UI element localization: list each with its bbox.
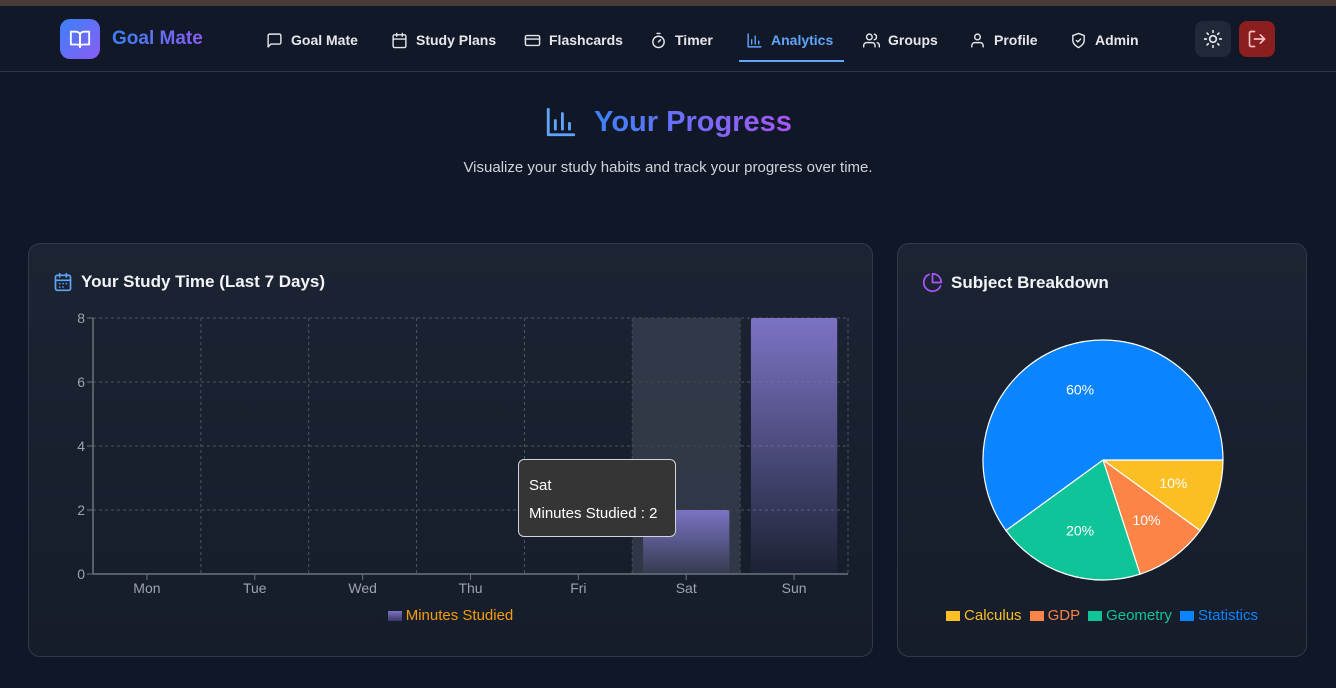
- y-tick-label: 6: [77, 374, 85, 390]
- page-header: Your Progress Visualize your study habit…: [0, 102, 1336, 180]
- window-top-strip: [0, 0, 1336, 6]
- legend-label: GDP: [1047, 607, 1081, 624]
- calendar-days-icon: [54, 272, 72, 292]
- nav-item-study-plans[interactable]: Study Plans: [391, 24, 496, 56]
- nav-item-label: Admin: [1095, 32, 1139, 48]
- nav-item-goal-mate[interactable]: Goal Mate: [266, 24, 358, 56]
- bar-chart-legend: Minutes Studied: [29, 607, 872, 624]
- pie-chart-legend: Calculus GDP Geometry Statistics: [898, 607, 1306, 624]
- bar-chart-icon: [546, 107, 576, 137]
- legend-label: Statistics: [1197, 607, 1258, 624]
- legend-item-statistics[interactable]: Statistics: [1179, 607, 1258, 624]
- pie-slice: [1005, 459, 1141, 581]
- x-tick-label: Sat: [676, 580, 697, 596]
- nav-item-label: Groups: [888, 32, 938, 48]
- page-title: Your Progress: [594, 105, 792, 138]
- legend-item-minutes-studied[interactable]: Minutes Studied: [387, 607, 514, 624]
- top-navbar: Goal Mate Goal Mate Study Plans Flashcar…: [0, 6, 1336, 72]
- users-icon: [863, 32, 880, 48]
- theme-toggle-button[interactable]: [1195, 21, 1231, 57]
- bar-chart-icon: [747, 32, 762, 48]
- subject-pie-chart[interactable]: 10% 10% 20% 60%: [898, 244, 1308, 658]
- nav-item-profile[interactable]: Profile: [969, 24, 1038, 56]
- message-square-icon: [267, 32, 282, 48]
- card-title-text: Your Study Time (Last 7 Days): [81, 272, 326, 291]
- calendar-icon: [392, 32, 407, 48]
- pie-slice-label: 10%: [1159, 475, 1187, 491]
- x-tick-label: Sun: [782, 580, 807, 596]
- logout-button[interactable]: [1239, 21, 1275, 57]
- nav-item-label: Goal Mate: [291, 32, 358, 48]
- pie-slice: [982, 339, 1224, 532]
- legend-item-calculus[interactable]: Calculus: [946, 607, 1022, 624]
- x-tick-label: Fri: [570, 580, 586, 596]
- user-icon: [971, 32, 984, 48]
- legend-swatch: [387, 610, 402, 621]
- sun-icon: [1203, 29, 1223, 49]
- legend-label: Minutes Studied: [405, 607, 514, 624]
- study-time-bar-chart[interactable]: 0 2 4 6 8 Mon Tue Wed Thu Fri Sat Sun: [29, 244, 874, 658]
- nav-item-label: Study Plans: [416, 32, 497, 48]
- nav-item-label: Flashcards: [549, 32, 623, 48]
- subject-breakdown-card: Subject Breakdown 10% 10% 20% 60% Calculus …: [897, 243, 1307, 657]
- study-time-card-title: Your Study Time (Last 7 Days): [53, 272, 325, 292]
- study-time-card: Your Study Time (Last 7 Days) 0 2 4 6 8 Mon Tu…: [28, 243, 873, 657]
- brand[interactable]: Goal Mate: [60, 19, 203, 59]
- pie-slice-label: 20%: [1066, 522, 1094, 538]
- nav-item-flashcards[interactable]: Flashcards: [524, 24, 623, 56]
- x-tick-label: Wed: [348, 580, 377, 596]
- credit-card-icon: [524, 34, 541, 46]
- active-tab-indicator: [739, 60, 844, 62]
- nav-item-label: Timer: [675, 32, 713, 48]
- nav-item-label: Profile: [994, 32, 1038, 48]
- pie-slice: [1101, 459, 1224, 532]
- y-tick-label: 4: [77, 438, 85, 454]
- nav-item-groups[interactable]: Groups: [863, 24, 938, 56]
- legend-label: Calculus: [964, 607, 1022, 624]
- brand-name: Goal Mate: [112, 28, 203, 49]
- legend-swatch: [1029, 610, 1044, 621]
- nav-item-analytics[interactable]: Analytics: [746, 24, 833, 56]
- bar: [750, 318, 838, 574]
- logout-icon: [1248, 30, 1266, 48]
- pie-slice-label: 10%: [1132, 512, 1160, 528]
- pie-slice: [1101, 458, 1201, 575]
- tooltip-label: Sat: [529, 477, 552, 494]
- legend-item-geometry[interactable]: Geometry: [1088, 607, 1172, 624]
- pie-chart-icon: [922, 272, 943, 293]
- legend-swatch: [946, 610, 961, 621]
- chart-tooltip: Sat Minutes Studied : 2: [518, 459, 676, 537]
- timer-icon: [652, 32, 665, 48]
- nav-item-label: Analytics: [771, 32, 834, 48]
- page-subtitle: Visualize your study habits and track yo…: [463, 159, 873, 176]
- y-tick-label: 2: [77, 502, 85, 518]
- y-tick-label: 0: [77, 566, 85, 582]
- y-tick-label: 8: [77, 310, 85, 326]
- nav-item-timer[interactable]: Timer: [650, 24, 713, 56]
- shield-check-icon: [1072, 32, 1085, 48]
- nav-item-admin[interactable]: Admin: [1070, 24, 1139, 56]
- legend-label: Geometry: [1106, 607, 1172, 624]
- x-tick-label: Tue: [243, 580, 267, 596]
- pie-slice-label: 60%: [1066, 382, 1094, 398]
- legend-swatch: [1179, 610, 1194, 621]
- book-open-icon: [60, 19, 100, 59]
- legend-item-gdp[interactable]: GDP: [1029, 607, 1081, 624]
- card-title-text: Subject Breakdown: [951, 272, 1109, 292]
- x-tick-label: Thu: [458, 580, 482, 596]
- legend-swatch: [1088, 610, 1103, 621]
- subject-card-title: Subject Breakdown: [922, 272, 1109, 293]
- tooltip-value: Minutes Studied : 2: [529, 505, 658, 522]
- x-tick-label: Mon: [133, 580, 160, 596]
